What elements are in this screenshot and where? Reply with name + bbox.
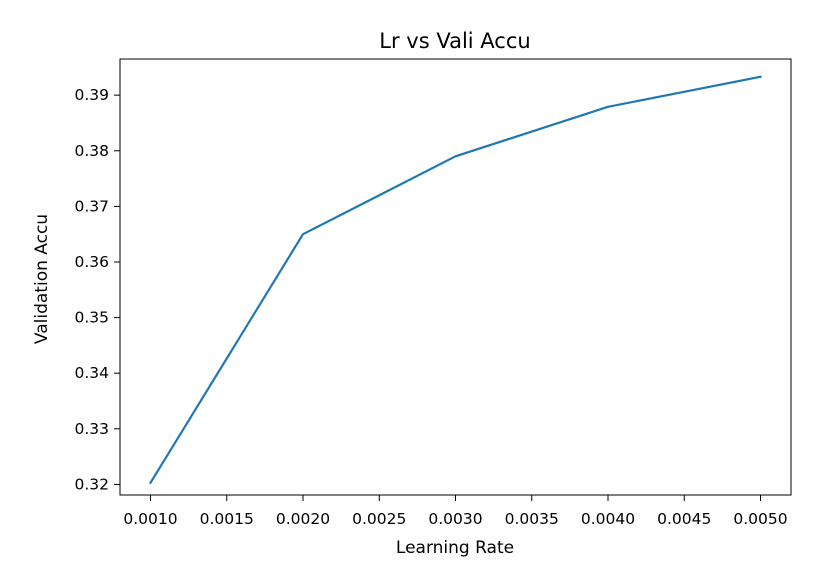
x-tick-label: 0.0040 <box>581 510 635 528</box>
y-axis-ticks: 0.32 0.33 0.34 0.35 0.36 0.37 0.38 0.39 <box>74 86 120 493</box>
x-tick-label: 0.0030 <box>428 510 482 528</box>
x-axis-label: Learning Rate <box>396 538 514 558</box>
series-line <box>148 75 762 485</box>
x-tick-label: 0.0025 <box>352 510 406 528</box>
x-axis-ticks: 0.0010 0.0015 0.0020 0.0025 0.0030 0.0035 0.00… <box>123 495 788 528</box>
y-tick-label: 0.36 <box>74 253 109 271</box>
x-tick-label: 0.0015 <box>200 510 254 528</box>
y-tick-label: 0.39 <box>74 86 109 104</box>
x-tick-label: 0.0050 <box>733 510 787 528</box>
y-tick-label: 0.34 <box>74 364 109 382</box>
x-tick-label: 0.0035 <box>505 510 559 528</box>
x-tick-label: 0.0020 <box>276 510 330 528</box>
y-tick-label: 0.37 <box>74 197 109 215</box>
x-tick-label: 0.0010 <box>123 510 177 528</box>
y-tick-label: 0.32 <box>74 475 109 493</box>
y-tick-label: 0.33 <box>74 420 109 438</box>
series-layer <box>148 75 762 485</box>
y-tick-label: 0.35 <box>74 309 109 327</box>
plot-frame <box>119 58 792 496</box>
y-axis-label: Validation Accu <box>32 214 52 344</box>
x-tick-label: 0.0045 <box>657 510 711 528</box>
y-tick-label: 0.38 <box>74 142 109 160</box>
chart-title: Lr vs Vali Accu <box>379 29 530 53</box>
